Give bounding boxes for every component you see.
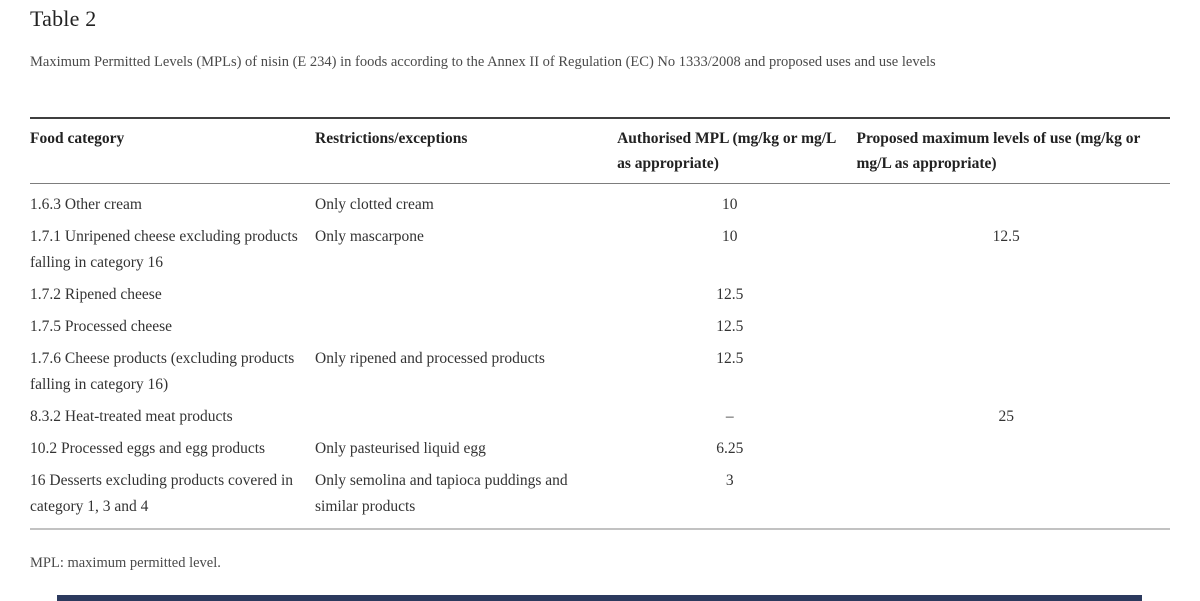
table-caption: Maximum Permitted Levels (MPLs) of nisin…	[30, 54, 936, 70]
table-title: Table 2	[30, 6, 97, 31]
cell-authorised-mpl: –	[725, 407, 734, 425]
cell-restrictions: Only mascarpone	[315, 227, 424, 245]
cell-food-category: 16 Desserts excluding products covered i…	[30, 471, 294, 515]
cell-restrictions	[315, 311, 617, 343]
table-row: 1.7.6 Cheese products (excluding product…	[30, 343, 1170, 401]
table-row: 1.7.5 Processed cheese 12.5	[30, 311, 1170, 343]
table-row: 16 Desserts excluding products covered i…	[30, 465, 1170, 529]
cell-food-category: 1.6.3 Other cream	[30, 195, 142, 213]
cell-proposed-level	[856, 433, 1170, 465]
table-row: 8.3.2 Heat-treated meat products – 25	[30, 401, 1170, 433]
cell-restrictions: Only semolina and tapioca puddings and s…	[315, 471, 568, 515]
cell-restrictions	[315, 401, 617, 433]
cell-authorised-mpl: 10	[722, 227, 738, 245]
cell-proposed-level: 12.5	[992, 227, 1020, 245]
cell-authorised-mpl: 12.5	[716, 285, 744, 303]
cell-proposed-level: 25	[998, 407, 1014, 425]
cell-food-category: 8.3.2 Heat-treated meat products	[30, 407, 233, 425]
cell-food-category: 10.2 Processed eggs and egg products	[30, 439, 266, 457]
table-row: 1.7.1 Unripened cheese excluding product…	[30, 221, 1170, 279]
table-row: 1.6.3 Other cream Only clotted cream 10	[30, 183, 1170, 221]
cell-authorised-mpl: 10	[722, 195, 738, 213]
article-page: Table 2 Maximum Permitted Levels (MPLs) …	[30, 6, 1170, 571]
cell-restrictions	[315, 279, 617, 311]
cell-authorised-mpl: 6.25	[716, 439, 744, 457]
page-footer-bar	[57, 595, 1142, 601]
table-header-row: Food category Restrictions/exceptions Au…	[30, 117, 1170, 184]
cell-authorised-mpl: 12.5	[716, 317, 744, 335]
cell-proposed-level	[856, 279, 1170, 311]
cell-authorised-mpl: 3	[725, 471, 734, 489]
table-footnote: MPL: maximum permitted level.	[30, 554, 221, 571]
table-row: 10.2 Processed eggs and egg products Onl…	[30, 433, 1170, 465]
col-header-restrictions: Restrictions/exceptions	[315, 117, 618, 184]
col-header-food-category: Food category	[30, 117, 315, 184]
table-row: 1.7.2 Ripened cheese 12.5	[30, 279, 1170, 311]
cell-proposed-level	[856, 465, 1170, 529]
cell-authorised-mpl: 12.5	[716, 349, 744, 367]
cell-proposed-level	[856, 183, 1170, 221]
cell-restrictions: Only ripened and processed products	[315, 349, 545, 367]
cell-food-category: 1.7.1 Unripened cheese excluding product…	[30, 227, 298, 271]
cell-proposed-level	[856, 343, 1170, 401]
cell-food-category: 1.7.2 Ripened cheese	[30, 285, 162, 303]
cell-proposed-level	[856, 311, 1170, 343]
cell-food-category: 1.7.5 Processed cheese	[30, 317, 173, 335]
col-header-authorised-mpl: Authorised MPL (mg/kg or mg/L as appropr…	[617, 117, 857, 184]
mpl-table: Food category Restrictions/exceptions Au…	[30, 116, 1170, 530]
cell-restrictions: Only pasteurised liquid egg	[315, 439, 486, 457]
col-header-proposed-levels: Proposed maximum levels of use (mg/kg or…	[856, 117, 1170, 184]
cell-food-category: 1.7.6 Cheese products (excluding product…	[30, 349, 295, 393]
cell-restrictions: Only clotted cream	[315, 195, 434, 213]
